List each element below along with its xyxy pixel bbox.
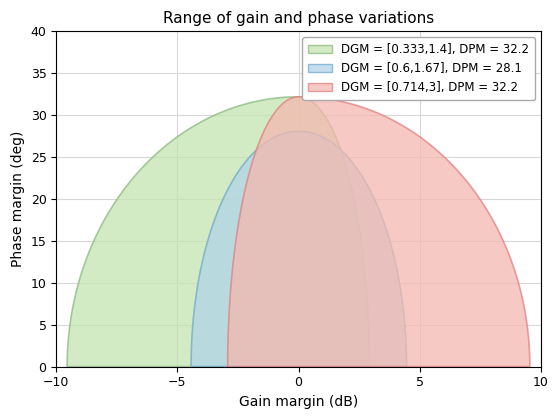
Polygon shape [67,97,370,367]
X-axis label: Gain margin (dB): Gain margin (dB) [239,395,358,409]
Y-axis label: Phase margin (deg): Phase margin (deg) [11,131,25,267]
Title: Range of gain and phase variations: Range of gain and phase variations [163,11,434,26]
Polygon shape [228,97,530,367]
Legend: DGM = [0.333,1.4], DPM = 32.2, DGM = [0.6,1.67], DPM = 28.1, DGM = [0.714,3], DP: DGM = [0.333,1.4], DPM = 32.2, DGM = [0.… [302,37,535,100]
Polygon shape [191,131,407,367]
